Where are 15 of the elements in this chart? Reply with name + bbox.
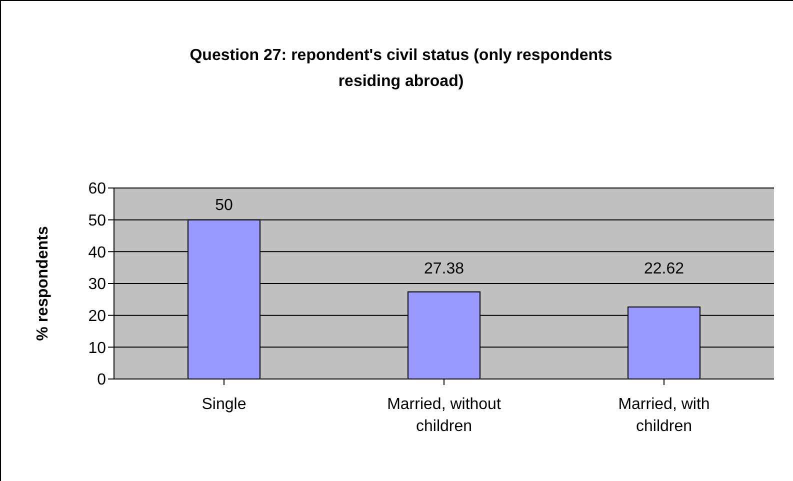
y-tick-label: 30 <box>88 276 106 294</box>
y-tick-label: 50 <box>88 212 106 230</box>
data-label: 50 <box>215 196 233 214</box>
y-tick-label: 20 <box>88 308 106 326</box>
y-tick-label: 60 <box>88 180 106 198</box>
y-tick-label: 40 <box>88 244 106 262</box>
y-axis-title: % respondents <box>34 226 52 341</box>
x-tick-label: Single <box>202 396 246 413</box>
y-tick-label: 0 <box>97 372 106 389</box>
x-tick-label: Married, with children <box>618 396 710 435</box>
chart-title: Question 27: repondent's civil status (only respondents residing abroad) <box>188 46 614 92</box>
data-label: 22.62 <box>644 260 684 278</box>
data-label: 27.38 <box>424 260 464 278</box>
y-tick-label: 10 <box>88 340 106 357</box>
x-tick-label: Married, without children <box>387 396 502 435</box>
